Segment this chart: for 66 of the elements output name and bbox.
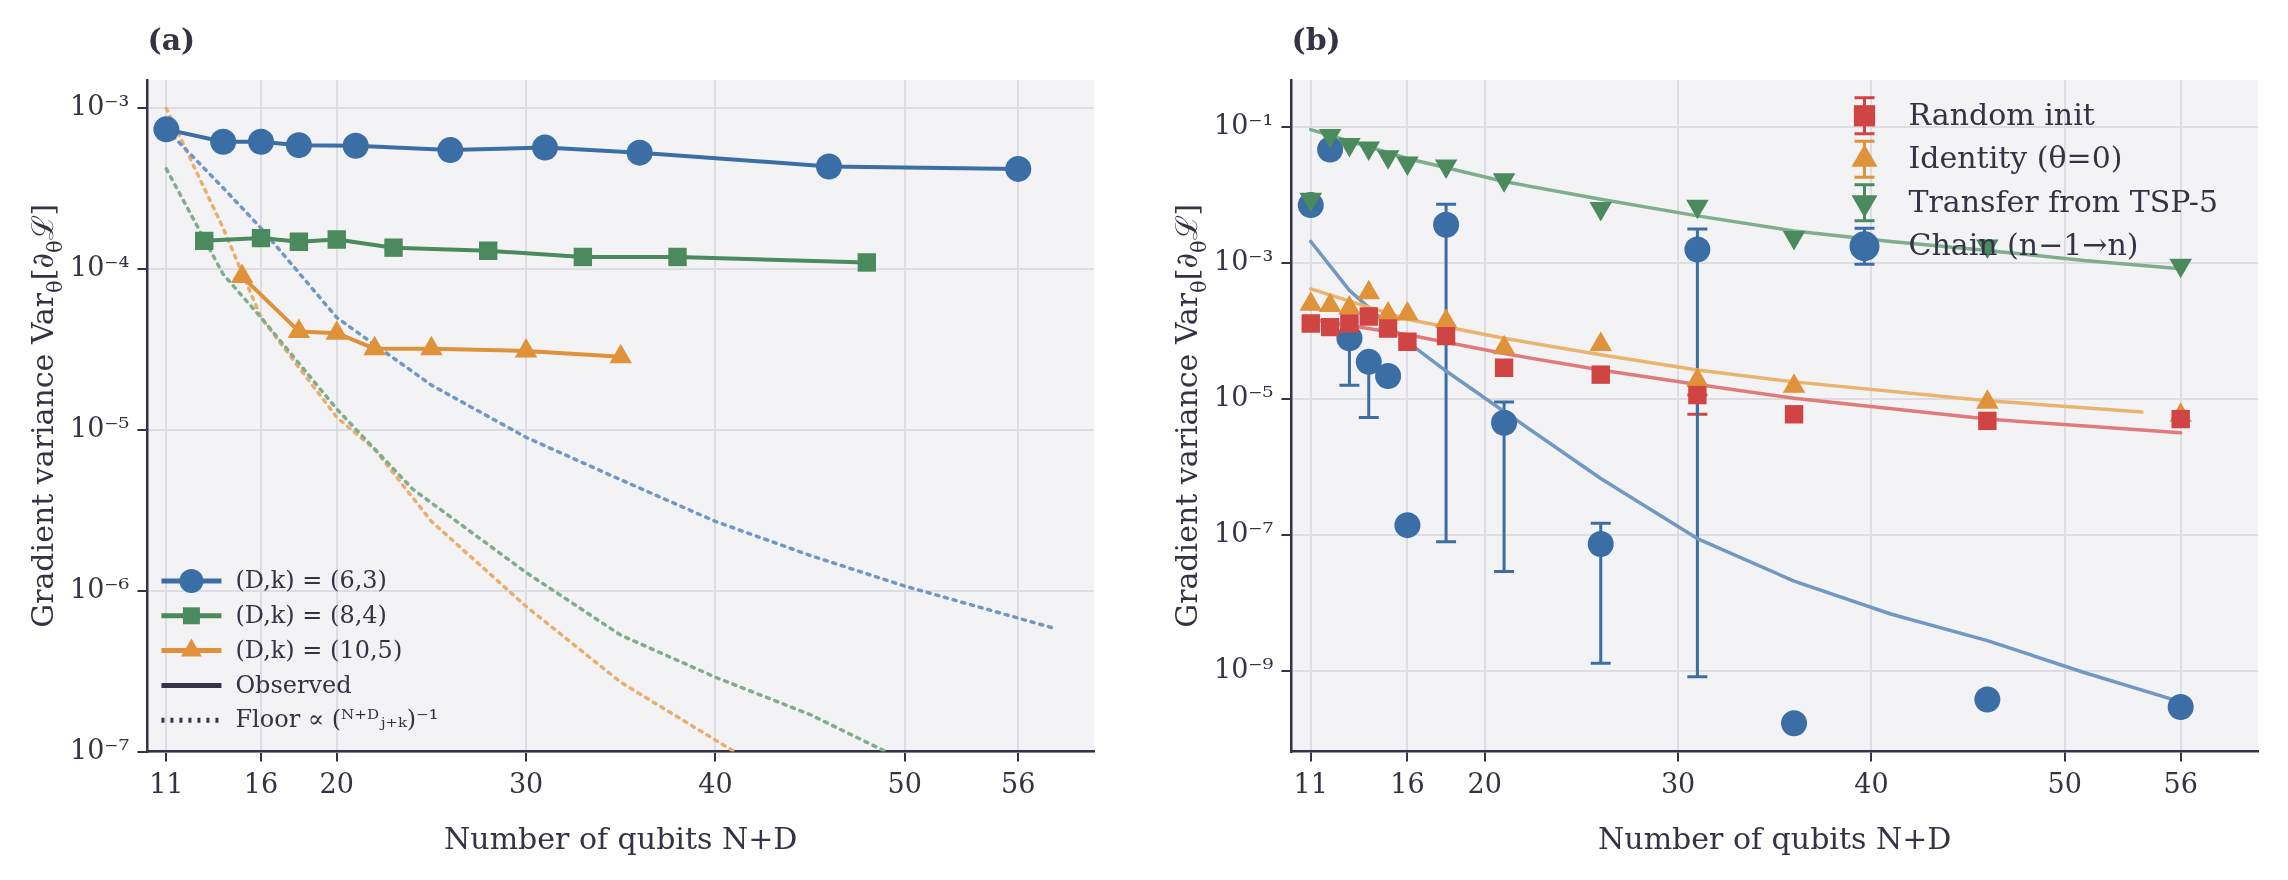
line-series — [164, 167, 888, 752]
point — [251, 228, 271, 248]
y-tick-label: 10⁻⁵ — [69, 411, 130, 443]
x-tick-label: 56 — [2163, 767, 2198, 799]
point — [815, 153, 842, 180]
y-tick-label: 10⁻¹ — [1213, 109, 1274, 141]
x-tick-label: 56 — [1001, 767, 1036, 799]
point — [230, 263, 254, 283]
point — [285, 132, 312, 159]
legend-label: Transfer from TSP-5 — [1908, 183, 2219, 219]
point — [626, 139, 653, 166]
legend-label: Identity (θ=0) — [1908, 140, 2123, 176]
point — [420, 335, 443, 356]
point — [514, 337, 538, 358]
y-tick-label: 10⁻⁴ — [69, 251, 130, 283]
point — [195, 231, 214, 251]
point — [287, 318, 311, 338]
point — [327, 230, 346, 249]
chart-title: (b) — [1291, 22, 1341, 57]
point — [325, 320, 348, 340]
y-tick-label: 10⁻⁷ — [69, 733, 130, 765]
point — [573, 247, 593, 267]
y-axis-title: Gradient variance Varθ[∂θℒ] — [1168, 203, 1211, 628]
x-tick-label: 11 — [1293, 767, 1328, 799]
x-tick-label: 20 — [319, 767, 354, 799]
x-tick-label: 50 — [2047, 767, 2082, 799]
x-tick-label: 40 — [698, 767, 733, 799]
point — [609, 343, 632, 364]
y-tick-label: 10⁻⁶ — [69, 572, 130, 604]
point — [384, 238, 403, 257]
y-tick-label: 10⁻⁵ — [1213, 381, 1274, 413]
x-tick-label: 11 — [149, 767, 184, 799]
point — [437, 137, 464, 164]
chart-title: (a) — [147, 22, 196, 57]
point — [210, 128, 237, 155]
point — [342, 132, 369, 159]
legend-label: (D,k) = (10,5) — [235, 635, 403, 664]
legend-label: (D,k) = (6,3) — [235, 566, 387, 595]
point — [668, 247, 687, 267]
y-axis-title: Gradient variance Varθ[∂θℒ] — [24, 203, 67, 628]
x-tick-label: 16 — [1390, 767, 1425, 799]
point — [289, 232, 309, 251]
line-series — [164, 106, 737, 752]
point — [479, 241, 498, 261]
x-axis-title: Number of qubits N+D — [1598, 820, 1952, 856]
point — [248, 128, 275, 155]
point — [1005, 155, 1032, 182]
point — [153, 116, 180, 143]
point — [857, 253, 877, 272]
x-tick-label: 30 — [508, 767, 544, 799]
y-tick-label: 10⁻⁷ — [1213, 517, 1274, 549]
y-tick-label: 10⁻⁹ — [1213, 652, 1274, 684]
x-tick-label: 20 — [1467, 767, 1502, 799]
point — [531, 134, 558, 161]
legend-label: Observed — [235, 670, 352, 699]
legend-label: Floor ∝ (ᴺ⁺ᴰⱼ₊ₖ)⁻¹ — [235, 705, 439, 734]
x-tick-label: 16 — [243, 767, 279, 799]
x-tick-label: 30 — [1660, 767, 1696, 799]
point — [363, 335, 386, 356]
x-tick-label: 50 — [887, 767, 922, 799]
legend-label: (D,k) = (8,4) — [235, 601, 387, 630]
y-tick-label: 10⁻³ — [69, 90, 130, 122]
x-tick-label: 40 — [1854, 767, 1889, 799]
legend-label: Random init — [1908, 96, 2095, 132]
y-tick-label: 10⁻³ — [1213, 245, 1274, 277]
x-axis-title: Number of qubits N+D — [444, 820, 798, 856]
